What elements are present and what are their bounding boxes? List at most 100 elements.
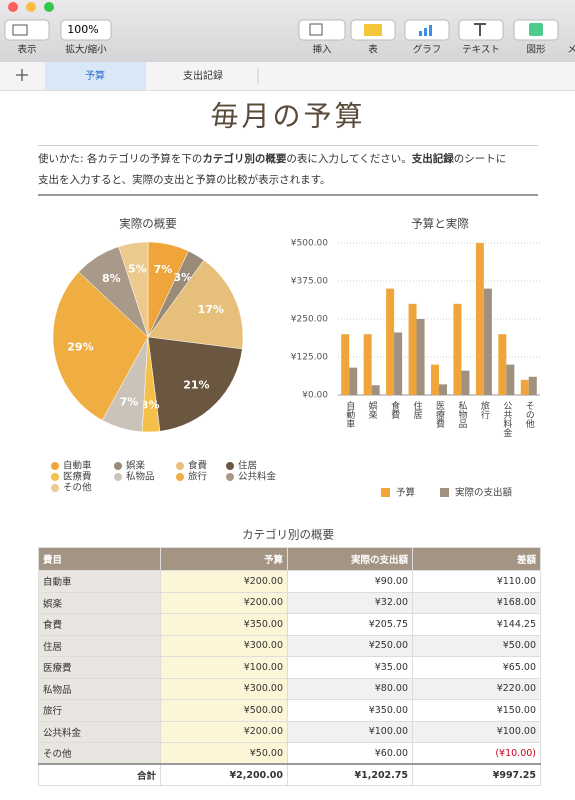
toolbar-label: 図形 — [526, 44, 546, 56]
toolbar-label: 拡大/縮小 — [65, 44, 107, 56]
table-cell: ¥200.00 — [160, 591, 288, 614]
legend-swatch — [114, 462, 122, 470]
table-icon — [364, 24, 382, 36]
chart-title: 実際の概要 — [119, 217, 177, 231]
table-cell: ¥150.00 — [412, 699, 541, 722]
table-cell: (¥10.00) — [412, 742, 541, 765]
table-cell: ¥100.00 — [412, 720, 541, 743]
instruction-text: 使いかた: 各カテゴリの予算を下の — [38, 153, 203, 165]
tab-label[interactable]: 支出記録 — [183, 69, 223, 82]
close-button[interactable] — [8, 2, 18, 12]
instruction-text: 支出を入力すると、実際の支出と予算の比較が表示されます。 — [38, 174, 331, 186]
toolbar-labels: 表示 拡大/縮小 挿入 表 グラフ テキスト 図形 メ — [17, 44, 575, 56]
bar — [416, 319, 425, 395]
add-sheet-button[interactable] — [16, 69, 28, 81]
bar — [498, 334, 507, 395]
y-tick-label: ¥375.00 — [291, 277, 328, 287]
table-cell: ¥60.00 — [287, 742, 413, 765]
table-cell: ¥500.00 — [160, 699, 288, 722]
table-cell: ¥168.00 — [412, 591, 541, 614]
table-cell: 自動車 — [38, 570, 161, 593]
legend-label: 自動車 — [63, 460, 92, 472]
legend-label: 医療費 — [63, 471, 92, 483]
zoom-level: 100% — [67, 23, 98, 36]
total-cell: ¥1,202.75 — [287, 763, 413, 786]
summary-table: 費目 予算 実際の支出額 差額 自動車 ¥200.00 ¥90.00 ¥110.00 娯楽 ¥20… — [38, 547, 541, 786]
table-cell: 私物品 — [38, 677, 161, 700]
table-cell: ¥200.00 — [160, 570, 288, 593]
zoom-window-button[interactable] — [44, 2, 54, 12]
minimize-button[interactable] — [26, 2, 36, 12]
toolbar-label: テキスト — [462, 45, 500, 56]
table-cell: ¥32.00 — [287, 591, 413, 614]
y-tick-label: ¥500.00 — [291, 239, 328, 249]
bar — [386, 288, 395, 395]
legend-label: 私物品 — [126, 471, 155, 483]
toolbar-icons: 100% 表示 拡大/縮小 挿入 表 グラフ テキスト 図形 メ — [4, 2, 575, 56]
x-tick-label: 住居 — [412, 400, 423, 420]
table-row: 食費 ¥350.00 ¥205.75 ¥144.25 — [38, 613, 541, 636]
table-row: 私物品 ¥300.00 ¥80.00 ¥220.00 — [38, 677, 541, 700]
toolbar: 100% 表示 拡大/縮小 挿入 表 グラフ テキスト 図形 メ — [0, 0, 575, 63]
legend-swatch — [51, 473, 59, 481]
table-cell: ¥250.00 — [287, 634, 413, 657]
header-cell: 費目 — [38, 547, 161, 571]
table-row: 娯楽 ¥200.00 ¥32.00 ¥168.00 — [38, 591, 541, 614]
header-cell: 実際の支出額 — [287, 547, 413, 571]
table-cell: ¥50.00 — [412, 634, 541, 657]
bar — [341, 334, 350, 395]
bar — [439, 384, 447, 395]
bar — [363, 334, 372, 395]
legend-swatch — [51, 462, 59, 470]
legend-label: 実際の支出額 — [455, 487, 513, 499]
legend-swatch — [176, 462, 184, 470]
toolbar-label: 表 — [368, 44, 378, 56]
table-cell: ¥100.00 — [287, 720, 413, 743]
y-tick-label: ¥0.00 — [302, 391, 328, 401]
bar — [431, 364, 439, 395]
bar — [453, 303, 462, 395]
tab-label[interactable]: 予算 — [85, 69, 105, 82]
table-cell: ¥350.00 — [287, 699, 413, 722]
active-tab[interactable] — [45, 62, 146, 90]
x-tick-label: 自動車 — [344, 400, 355, 429]
table-cell: ¥50.00 — [160, 742, 288, 765]
bar — [408, 303, 417, 395]
slice-label: 7% — [120, 396, 139, 409]
pie-slice — [147, 259, 244, 350]
toolbar-label: メ — [567, 45, 575, 56]
table-cell: ¥205.75 — [287, 613, 413, 636]
instruction-bold: カテゴリ別の概要 — [202, 153, 287, 165]
x-tick-label: 娯楽 — [367, 400, 378, 420]
bar — [371, 385, 380, 395]
toolbar-label: 挿入 — [312, 44, 332, 56]
table-cell: ¥65.00 — [412, 656, 541, 679]
header-cell: 差額 — [412, 547, 541, 571]
chart-title: 予算と実際 — [411, 217, 469, 231]
table-cell: ¥80.00 — [287, 677, 413, 700]
legend-swatch — [226, 473, 234, 481]
bar — [506, 364, 515, 395]
instruction-text: のシートに — [453, 153, 507, 165]
y-tick-label: ¥125.00 — [291, 353, 328, 363]
table-row: 自動車 ¥200.00 ¥90.00 ¥110.00 — [38, 570, 541, 593]
legend-label: 予算 — [396, 487, 415, 499]
table-cell: 公共料金 — [38, 720, 161, 743]
table-cell: 食費 — [38, 613, 161, 636]
pie-slice — [147, 336, 243, 432]
table-cell: ¥350.00 — [160, 613, 288, 636]
slice-label: 8% — [102, 272, 121, 285]
total-cell: ¥997.25 — [412, 763, 541, 786]
table-cell: ¥220.00 — [412, 677, 541, 700]
zoom-button[interactable] — [60, 19, 112, 41]
total-row: 合計 ¥2,200.00 ¥1,202.75 ¥997.25 — [38, 763, 541, 786]
instructions: 使いかた: 各カテゴリの予算を下のカテゴリ別の概要の表に入力してください。支出記… — [38, 145, 538, 196]
toolbar-label: グラフ — [413, 44, 442, 56]
table-row: その他 ¥50.00 ¥60.00 (¥10.00) — [38, 742, 541, 765]
table-row: 公共料金 ¥200.00 ¥100.00 ¥100.00 — [38, 720, 541, 743]
table-cell: ¥144.25 — [412, 613, 541, 636]
legend-label: 住居 — [238, 460, 257, 472]
legend-label: 公共料金 — [238, 471, 277, 483]
slice-label: 17% — [198, 303, 224, 316]
table-row: 旅行 ¥500.00 ¥350.00 ¥150.00 — [38, 699, 541, 722]
